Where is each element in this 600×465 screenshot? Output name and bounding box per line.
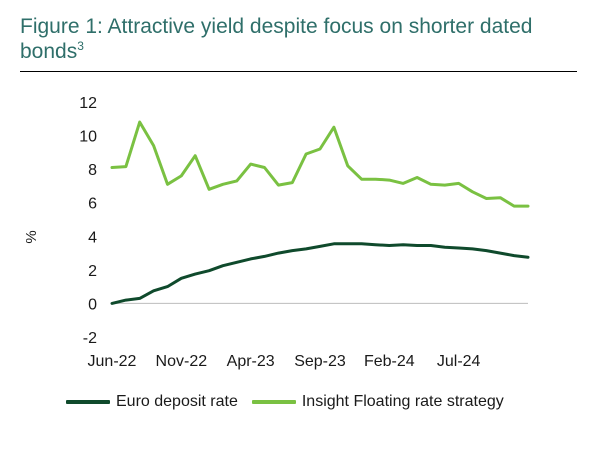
y-tick-label: 6 bbox=[88, 196, 97, 213]
x-tick-label: Jun-22 bbox=[88, 353, 137, 370]
legend-label-insight-floating-rate-strategy: Insight Floating rate strategy bbox=[301, 393, 504, 410]
x-tick-label: Jul-24 bbox=[437, 353, 481, 370]
y-axis-ticks: -2 0 2 4 6 8 10 12 bbox=[79, 95, 97, 347]
x-tick-label: Feb-24 bbox=[364, 353, 415, 370]
y-axis-label: % bbox=[23, 230, 40, 243]
figure-title-footnote: 3 bbox=[77, 39, 84, 53]
y-tick-label: 4 bbox=[88, 229, 97, 246]
series-line-euro-deposit-rate bbox=[110, 242, 530, 305]
series-lines bbox=[110, 120, 530, 305]
y-tick-label: -2 bbox=[83, 330, 97, 347]
chart-legend: Euro deposit rate Insight Floating rate … bbox=[66, 391, 518, 413]
y-tick-label: 0 bbox=[88, 296, 97, 313]
figure-title: Figure 1: Attractive yield despite focus… bbox=[20, 14, 580, 64]
y-tick-label: 10 bbox=[79, 129, 97, 146]
y-tick-label: 2 bbox=[88, 263, 97, 280]
y-tick-label: 8 bbox=[88, 162, 97, 179]
figure-title-text: Figure 1: Attractive yield despite focus… bbox=[20, 15, 533, 63]
x-tick-label: Apr-23 bbox=[227, 353, 275, 370]
legend-label-euro-deposit-rate: Euro deposit rate bbox=[116, 393, 238, 410]
legend-item-euro-deposit-rate: Euro deposit rate bbox=[66, 393, 238, 411]
x-tick-label: Nov-22 bbox=[156, 353, 208, 370]
title-divider bbox=[20, 71, 577, 72]
series-line-insight-floating-rate-strategy bbox=[110, 120, 530, 208]
x-tick-label: Sep-23 bbox=[294, 353, 346, 370]
x-axis-ticks: Jun-22 Nov-22 Apr-23 Sep-23 Feb-24 Jul-24 bbox=[88, 353, 481, 370]
legend-item-insight-floating-rate-strategy: Insight Floating rate strategy bbox=[251, 393, 504, 411]
y-tick-label: 12 bbox=[79, 95, 97, 112]
legend-swatch-insight-floating-rate-strategy bbox=[251, 400, 296, 404]
legend-swatch-euro-deposit-rate bbox=[66, 400, 110, 404]
